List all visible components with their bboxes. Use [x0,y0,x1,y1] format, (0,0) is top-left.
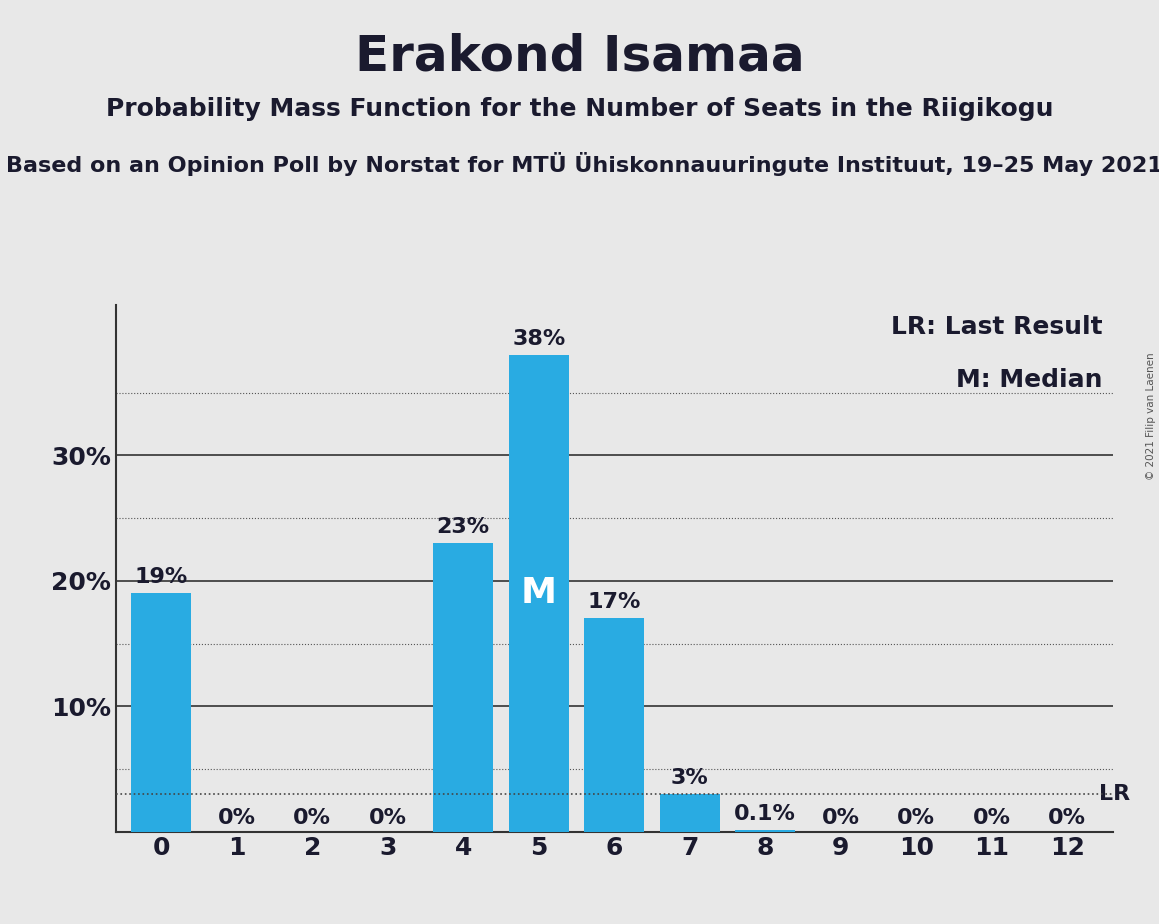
Bar [131,593,191,832]
Bar [735,831,795,832]
Text: 0%: 0% [822,808,860,828]
Text: 0.1%: 0.1% [735,804,796,824]
Bar [509,355,569,832]
Text: 17%: 17% [588,592,641,612]
Text: 0%: 0% [1049,808,1086,828]
Text: 3%: 3% [671,768,708,787]
Text: 0%: 0% [369,808,407,828]
Text: 0%: 0% [218,808,256,828]
Text: 0%: 0% [897,808,935,828]
Text: 38%: 38% [512,329,566,349]
Text: Erakond Isamaa: Erakond Isamaa [355,32,804,80]
Text: 0%: 0% [293,808,331,828]
Text: M: Median: M: Median [956,368,1102,392]
Text: 19%: 19% [134,567,188,587]
Text: 23%: 23% [437,517,490,537]
Text: © 2021 Filip van Laenen: © 2021 Filip van Laenen [1145,352,1156,480]
Bar [659,794,720,832]
Text: LR: Last Result: LR: Last Result [891,315,1102,339]
Text: M: M [520,577,556,611]
Text: LR: LR [1099,784,1130,804]
Bar [584,618,644,832]
Text: 0%: 0% [972,808,1011,828]
Text: Probability Mass Function for the Number of Seats in the Riigikogu: Probability Mass Function for the Number… [105,97,1054,121]
Text: Based on an Opinion Poll by Norstat for MTÜ Ühiskonnauuringute Instituut, 19–25 : Based on an Opinion Poll by Norstat for … [6,152,1159,176]
Bar [433,543,494,832]
